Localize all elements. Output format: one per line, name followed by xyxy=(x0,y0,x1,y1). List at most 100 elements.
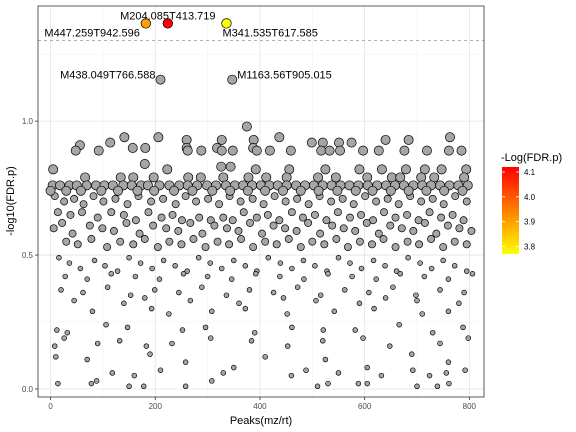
data-point xyxy=(304,200,313,209)
data-point xyxy=(171,200,180,209)
data-point xyxy=(87,235,96,243)
data-point xyxy=(70,145,81,156)
data-point xyxy=(429,329,436,336)
data-point xyxy=(94,340,101,347)
data-point xyxy=(294,284,301,290)
data-point xyxy=(292,227,301,235)
data-point xyxy=(225,185,236,196)
data-point xyxy=(172,263,178,269)
data-point xyxy=(140,142,151,153)
data-point xyxy=(269,221,278,230)
y-axis-title: -log10(FDR.p) xyxy=(5,166,17,236)
data-point xyxy=(68,229,77,238)
data-point xyxy=(209,378,215,384)
data-point xyxy=(149,185,160,196)
data-point xyxy=(207,185,218,196)
data-point xyxy=(463,268,470,274)
highlighted-point xyxy=(221,18,232,29)
data-point xyxy=(367,185,378,196)
point-label: M204.085T413.719 xyxy=(120,10,215,22)
data-point xyxy=(272,240,281,249)
data-point xyxy=(414,383,420,390)
data-point xyxy=(445,276,452,282)
data-point xyxy=(334,208,342,217)
data-point xyxy=(320,164,331,175)
color-legend: -Log(FDR.p) 3.8 3.9 4.0 4.1 xyxy=(501,152,562,254)
data-point xyxy=(61,335,67,341)
data-point xyxy=(114,268,121,274)
data-point xyxy=(119,132,130,143)
data-point xyxy=(467,227,476,235)
data-point xyxy=(262,354,268,360)
data-point xyxy=(358,145,369,156)
data-point xyxy=(243,172,254,183)
data-point xyxy=(187,297,194,304)
data-point xyxy=(231,257,237,264)
data-point xyxy=(204,194,213,203)
data-point xyxy=(391,243,400,251)
data-point xyxy=(278,185,288,196)
data-point xyxy=(335,370,342,376)
data-point xyxy=(439,243,448,251)
data-point xyxy=(119,210,128,219)
data-point xyxy=(314,383,321,390)
data-point xyxy=(448,210,457,219)
data-point xyxy=(127,142,138,153)
data-point xyxy=(379,235,388,243)
data-point xyxy=(385,185,396,196)
data-point xyxy=(234,227,243,235)
data-point xyxy=(182,145,193,156)
data-point xyxy=(373,276,379,282)
data-point xyxy=(248,338,255,344)
data-point xyxy=(153,243,162,251)
data-point xyxy=(461,289,467,296)
data-point xyxy=(131,216,140,225)
x-tick-label: 200 xyxy=(149,402,163,411)
data-point xyxy=(48,164,59,175)
data-point xyxy=(409,227,418,235)
data-point xyxy=(58,218,67,227)
data-point xyxy=(312,263,318,269)
data-point xyxy=(209,308,215,315)
data-point xyxy=(49,224,58,233)
data-point xyxy=(165,237,174,246)
x-axis-title: Peaks(mz/rt) xyxy=(230,415,292,427)
data-point xyxy=(53,208,62,217)
data-point xyxy=(403,134,414,145)
data-point xyxy=(239,208,248,217)
data-point xyxy=(242,185,253,196)
data-point xyxy=(195,213,204,222)
data-point xyxy=(421,185,432,196)
legend-tick-label: 4.1 xyxy=(524,168,536,177)
data-point xyxy=(403,237,412,246)
data-point xyxy=(156,276,163,282)
data-point xyxy=(289,265,295,272)
data-point xyxy=(459,172,470,183)
data-point xyxy=(198,229,207,238)
data-point xyxy=(186,218,195,227)
data-point xyxy=(436,164,447,175)
data-point xyxy=(181,192,190,201)
data-point xyxy=(437,213,446,222)
data-point xyxy=(288,372,295,379)
data-point xyxy=(456,145,467,156)
data-point xyxy=(343,243,352,251)
data-point xyxy=(261,237,270,246)
data-point xyxy=(414,297,420,304)
data-point xyxy=(328,221,337,230)
data-point xyxy=(55,380,61,387)
data-point xyxy=(228,216,237,225)
data-point xyxy=(346,213,354,222)
data-point xyxy=(355,380,362,387)
data-point xyxy=(419,311,425,317)
data-point xyxy=(242,305,249,312)
data-point xyxy=(413,292,419,298)
data-point xyxy=(265,254,272,261)
data-point xyxy=(456,300,462,307)
data-point xyxy=(179,327,186,333)
data-point xyxy=(352,327,358,333)
data-point xyxy=(91,257,98,264)
data-point xyxy=(331,308,338,315)
data-point xyxy=(237,235,246,243)
